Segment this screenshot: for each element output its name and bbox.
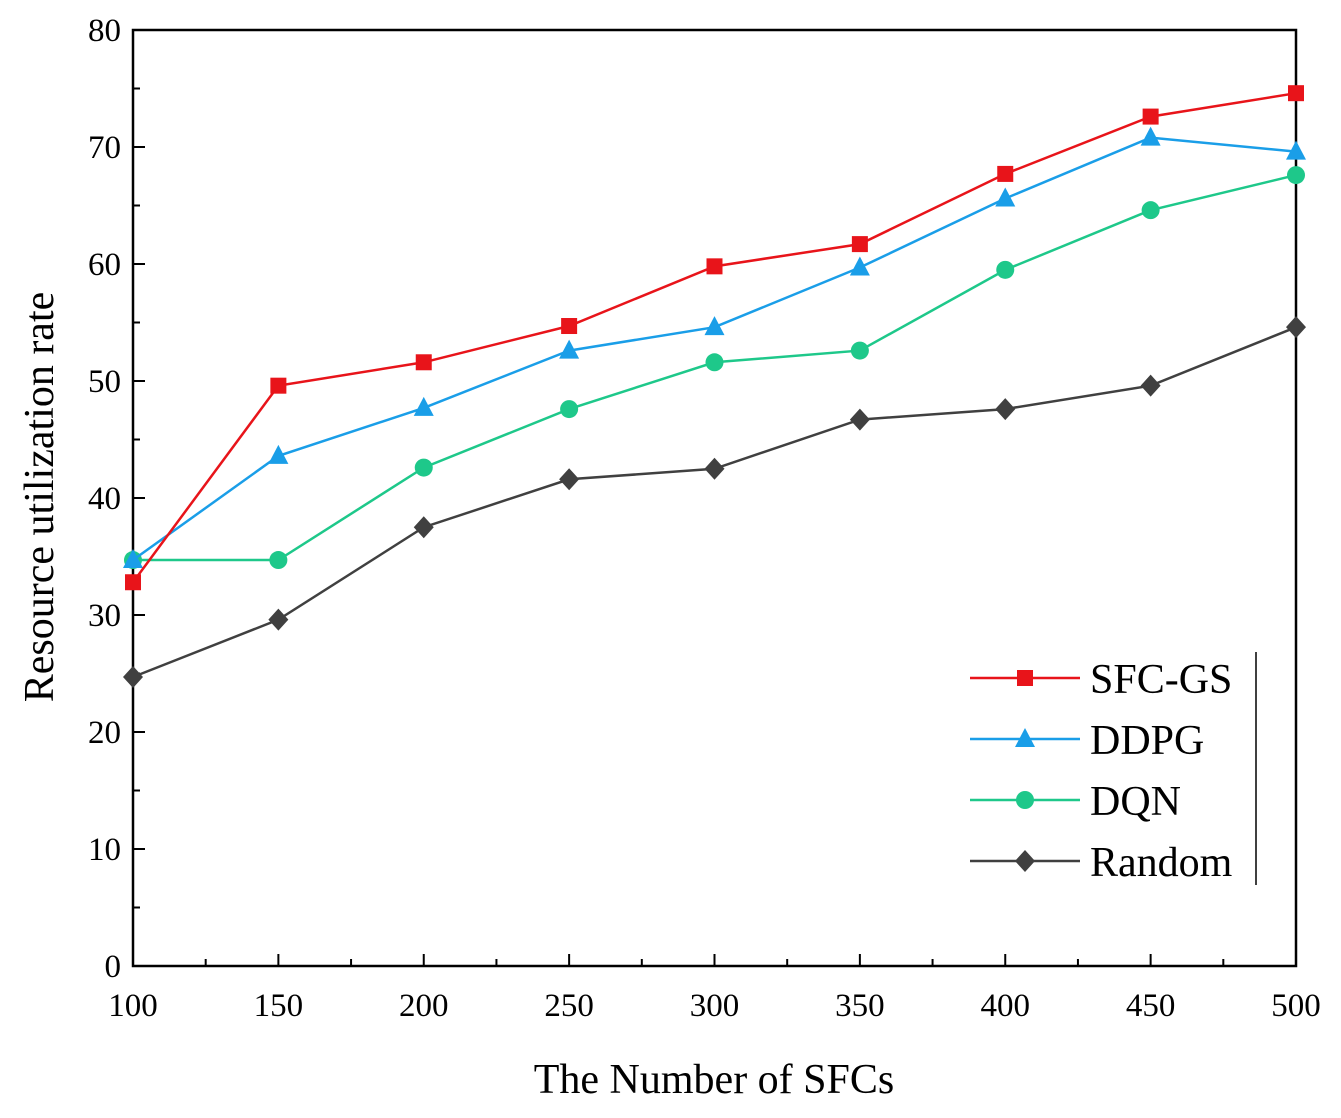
data-point-sfc-gs (1142, 108, 1159, 125)
y-tick-label: 10 (88, 832, 121, 868)
legend-marker-random (1015, 850, 1035, 872)
x-tick-label: 400 (981, 988, 1031, 1024)
data-point-random (704, 457, 725, 480)
y-tick-label: 70 (88, 130, 121, 166)
y-tick-label: 20 (88, 715, 121, 751)
x-tick-label: 450 (1126, 988, 1176, 1024)
y-tick-label: 0 (105, 949, 122, 985)
x-tick-label: 250 (544, 988, 594, 1024)
y-tick-label: 30 (88, 598, 121, 634)
data-point-sfc-gs (561, 318, 578, 335)
x-tick-label: 300 (690, 988, 740, 1024)
data-point-ddpg (1140, 126, 1161, 146)
y-axis-title: Resource utilization rate (17, 292, 63, 703)
y-tick-label: 40 (88, 481, 121, 517)
series-sfc-gs (125, 85, 1304, 591)
legend-entry-random: Random (970, 840, 1233, 886)
legend-label-sfc-gs: SFC-GS (1090, 657, 1232, 703)
data-point-random (1140, 374, 1161, 397)
data-point-ddpg (704, 316, 725, 336)
legend-marker-ddpg (1015, 728, 1035, 747)
data-point-ddpg (123, 549, 143, 569)
data-point-random (995, 398, 1016, 421)
x-tick-label: 200 (399, 988, 449, 1024)
data-point-random (413, 516, 434, 539)
axes: 100 150 200 250 300 350 400 450 500 0 10 20 30 40 50 60… (88, 13, 1321, 1024)
data-point-dqn (996, 260, 1015, 279)
data-point-sfc-gs (997, 165, 1014, 182)
legend-entry-dqn: DQN (970, 779, 1181, 825)
plot-frame (131, 28, 1298, 968)
series-lines (123, 85, 1306, 689)
data-point-sfc-gs (415, 354, 432, 371)
data-point-sfc-gs (851, 236, 868, 253)
legend-marker-dqn (1016, 791, 1034, 809)
data-point-ddpg (995, 187, 1016, 207)
data-point-random (1286, 316, 1306, 339)
y-tick-label: 80 (88, 13, 121, 49)
data-point-sfc-gs (1288, 85, 1304, 102)
series-line-random (132, 326, 1297, 679)
legend-marker-sfc-gs (1017, 670, 1033, 686)
data-point-dqn (560, 400, 579, 419)
y-tick-label: 50 (88, 364, 121, 400)
x-tick-label: 350 (835, 988, 885, 1024)
legend: SFC-GS DDPG DQN Random (970, 652, 1257, 886)
legend-label-dqn: DQN (1090, 779, 1181, 825)
series-ddpg (123, 126, 1306, 569)
data-point-ddpg (268, 444, 289, 464)
data-point-dqn (414, 458, 433, 477)
data-point-sfc-gs (706, 258, 723, 275)
series-line-sfc-gs (131, 91, 1297, 583)
series-random (123, 316, 1306, 689)
data-point-random (559, 468, 580, 491)
legend-label-random: Random (1090, 840, 1233, 886)
x-tick-label: 100 (108, 988, 158, 1024)
data-point-sfc-gs (270, 377, 287, 394)
data-point-dqn (850, 341, 869, 360)
data-point-random (849, 408, 870, 431)
series-line-ddpg (132, 136, 1297, 562)
legend-entry-sfc-gs: SFC-GS (970, 657, 1232, 703)
x-axis-title: The Number of SFCs (534, 1057, 895, 1103)
data-point-dqn (1141, 201, 1160, 220)
data-point-ddpg (413, 396, 434, 416)
series-dqn (124, 166, 1305, 570)
data-point-random (123, 666, 143, 689)
data-point-random (268, 608, 289, 631)
data-point-ddpg (849, 256, 870, 276)
data-point-dqn (269, 551, 288, 570)
data-point-dqn (1287, 166, 1305, 185)
x-tick-label: 500 (1271, 988, 1321, 1024)
y-tick-label: 60 (88, 247, 121, 283)
data-point-ddpg (559, 339, 580, 359)
x-tick-label: 150 (254, 988, 304, 1024)
legend-entry-ddpg: DDPG (970, 718, 1204, 764)
legend-label-ddpg: DDPG (1090, 718, 1204, 764)
data-point-sfc-gs (125, 574, 141, 591)
data-point-ddpg (1286, 140, 1306, 160)
data-point-dqn (705, 353, 724, 372)
